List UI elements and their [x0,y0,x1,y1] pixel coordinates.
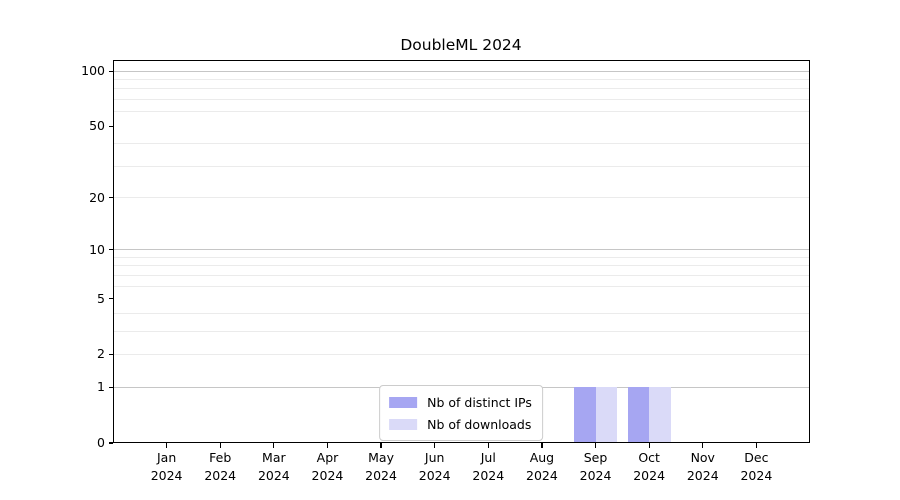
x-axis-tick [380,443,382,448]
x-tick-label: Jun 2024 [403,449,467,484]
minor-gridline [113,256,810,258]
x-tick-label: Mar 2024 [242,449,306,484]
x-axis-tick [594,443,597,448]
y-axis-tick [109,70,113,72]
y-tick-label: 0 [97,435,105,450]
minor-gridline [113,99,810,101]
x-axis-tick [273,443,275,448]
x-tick-label-line: 2024 [579,467,612,483]
minor-gridline [113,111,810,113]
minor-gridline [113,143,810,145]
legend-label-distinct-ips: Nb of distinct IPs [427,394,532,410]
x-tick-label-line: May [368,450,394,465]
x-axis-tick [487,443,489,448]
x-tick-label-line: 2024 [633,467,666,483]
bar-distinct-ips [574,387,596,443]
x-tick-label-line: 2024 [365,467,397,483]
bar-downloads [595,387,617,443]
x-tick-label-line: Jun [424,450,445,465]
x-tick-label: May 2024 [349,449,413,484]
minor-gridline [113,274,810,276]
y-tick-label: 50 [89,118,105,134]
y-axis-tick [109,386,113,388]
x-tick-label-line: Nov [690,450,715,465]
y-axis-tick [109,249,113,251]
x-tick-label-line: 2024 [150,467,183,483]
major-gridline [113,249,810,251]
minor-gridline [113,79,810,81]
x-tick-label-line: 2024 [472,467,505,483]
y-axis-tick [109,197,113,199]
x-axis-tick [326,443,329,448]
minor-gridline [113,197,810,199]
x-tick-label: Jul 2024 [456,449,520,484]
x-tick-label-line: Mar [262,450,286,465]
y-axis-tick [109,442,113,444]
x-axis-tick [219,443,221,448]
x-tick-label: Nov 2024 [671,449,735,484]
x-tick-label-line: 2024 [311,467,344,483]
minor-gridline [113,330,810,332]
x-axis-tick [434,443,436,448]
legend-label-downloads: Nb of downloads [427,416,532,432]
x-tick-label-line: 2024 [257,467,290,483]
x-tick-label-line: Oct [638,450,660,465]
bar-downloads [649,387,671,443]
minor-gridline [113,88,810,90]
x-tick-label: Jan 2024 [135,449,199,484]
minor-gridline [113,353,810,355]
x-tick-label-line: Dec [744,450,769,465]
minor-gridline [113,165,810,167]
x-tick-label: Aug 2024 [510,449,574,484]
x-tick-label-line: Sep [583,450,608,465]
x-tick-label-line: Feb [209,450,232,465]
x-tick-label: Apr 2024 [295,449,359,484]
minor-gridline [113,312,810,314]
x-axis-tick [165,443,168,448]
y-tick-label: 1 [97,379,105,395]
legend: Nb of distinct IPs Nb of downloads [379,385,543,441]
minor-gridline [113,265,810,267]
x-tick-label-line: Apr [316,450,339,465]
x-tick-label: Oct 2024 [617,449,681,484]
x-tick-label-line: 2024 [686,467,719,483]
legend-row-downloads: Nb of downloads [389,414,532,434]
x-tick-label-line: 2024 [740,467,773,483]
y-tick-label: 2 [97,346,105,362]
x-axis-tick [755,443,758,448]
y-tick-label: 10 [89,241,105,257]
x-tick-label-line: Jul [480,450,496,465]
x-tick-label: Feb 2024 [188,449,252,484]
x-tick-label: Dec 2024 [724,449,788,484]
legend-row-distinct-ips: Nb of distinct IPs [389,392,532,412]
x-tick-label-line: Jan [156,450,177,465]
y-tick-label: 20 [89,189,105,205]
major-gridline [113,70,810,72]
x-tick-label: Sep 2024 [564,449,628,484]
x-axis-tick [648,443,650,448]
x-tick-label-line: 2024 [204,467,237,483]
y-axis-tick [109,353,113,356]
minor-gridline [113,285,810,287]
y-tick-label: 5 [97,290,105,306]
y-axis-tick [109,297,113,300]
x-tick-label-line: 2024 [526,467,558,483]
x-tick-label-line: 2024 [418,467,451,483]
x-tick-label-line: Aug [529,450,555,465]
y-axis-tick [109,125,113,127]
x-axis-tick [541,443,543,448]
bar-distinct-ips [627,387,650,443]
y-tick-label: 100 [81,63,105,79]
chart-title: DoubleML 2024 [400,36,522,54]
legend-swatch-distinct-ips [389,396,418,408]
x-axis-tick [702,443,704,448]
legend-swatch-downloads [389,418,418,430]
